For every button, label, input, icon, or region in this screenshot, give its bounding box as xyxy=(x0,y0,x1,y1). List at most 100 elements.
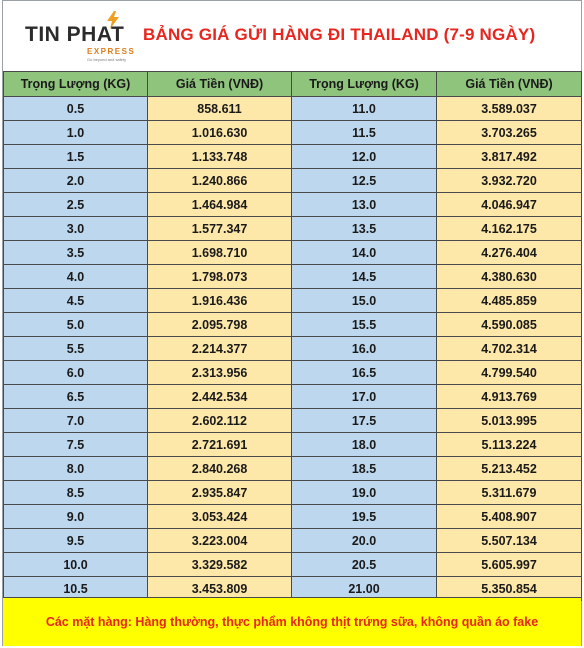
weight-cell: 19.5 xyxy=(291,504,437,529)
weight-cell: 5.0 xyxy=(3,312,148,337)
weight-cell: 16.0 xyxy=(291,336,437,361)
weight-cell: 17.0 xyxy=(291,384,437,409)
table-row: 9.0 3.053.424 19.5 5.408.907 xyxy=(3,504,582,529)
price-cell: 4.162.175 xyxy=(436,216,582,241)
table-row: 5.5 2.214.377 16.0 4.702.314 xyxy=(3,336,582,361)
weight-cell: 8.5 xyxy=(3,480,148,505)
weight-cell: 18.0 xyxy=(291,432,437,457)
table-row: 7.0 2.602.112 17.5 5.013.995 xyxy=(3,408,582,433)
table-row: 3.5 1.698.710 14.0 4.276.404 xyxy=(3,240,582,265)
table-row: 1.0 1.016.630 11.5 3.703.265 xyxy=(3,120,582,145)
price-cell: 5.605.997 xyxy=(436,552,582,577)
price-cell: 858.611 xyxy=(147,96,292,121)
price-cell: 4.702.314 xyxy=(436,336,582,361)
price-cell: 4.590.085 xyxy=(436,312,582,337)
price-cell: 3.223.004 xyxy=(147,528,292,553)
table-row: 4.0 1.798.073 14.5 4.380.630 xyxy=(3,264,582,289)
weight-cell: 20.5 xyxy=(291,552,437,577)
weight-cell: 15.5 xyxy=(291,312,437,337)
weight-cell: 0.5 xyxy=(3,96,148,121)
price-cell: 3.817.492 xyxy=(436,144,582,169)
weight-cell: 4.5 xyxy=(3,288,148,313)
weight-cell: 11.5 xyxy=(291,120,437,145)
logo: TIN PHAT EXPRESS Go beyond and safety xyxy=(25,11,135,63)
table-row: 6.0 2.313.956 16.5 4.799.540 xyxy=(3,360,582,385)
weight-cell: 10.5 xyxy=(3,576,148,601)
price-cell: 3.453.809 xyxy=(147,576,292,601)
weight-cell: 18.5 xyxy=(291,456,437,481)
column-header-weight-1: Trọng Lượng (KG) xyxy=(3,71,148,97)
price-cell: 2.095.798 xyxy=(147,312,292,337)
weight-cell: 13.5 xyxy=(291,216,437,241)
weight-cell: 19.0 xyxy=(291,480,437,505)
weight-cell: 9.5 xyxy=(3,528,148,553)
weight-cell: 11.0 xyxy=(291,96,437,121)
weight-cell: 9.0 xyxy=(3,504,148,529)
column-header-price-1: Giá Tiền (VNĐ) xyxy=(147,71,292,97)
table-row: 7.5 2.721.691 18.0 5.113.224 xyxy=(3,432,582,457)
column-header-weight-2: Trọng Lượng (KG) xyxy=(291,71,437,97)
weight-cell: 10.0 xyxy=(3,552,148,577)
weight-cell: 16.5 xyxy=(291,360,437,385)
weight-cell: 8.0 xyxy=(3,456,148,481)
weight-cell: 7.5 xyxy=(3,432,148,457)
price-cell: 3.329.582 xyxy=(147,552,292,577)
weight-cell: 12.5 xyxy=(291,168,437,193)
table-row: 2.0 1.240.866 12.5 3.932.720 xyxy=(3,168,582,193)
price-cell: 5.507.134 xyxy=(436,528,582,553)
price-cell: 2.214.377 xyxy=(147,336,292,361)
table-row: 4.5 1.916.436 15.0 4.485.859 xyxy=(3,288,582,313)
weight-cell: 14.0 xyxy=(291,240,437,265)
price-cell: 3.932.720 xyxy=(436,168,582,193)
weight-cell: 2.0 xyxy=(3,168,148,193)
logo-main-text: TIN PHAT xyxy=(25,23,125,46)
price-cell: 5.350.854 xyxy=(436,576,582,601)
price-table: Trọng Lượng (KG) Giá Tiền (VNĐ) Trọng Lư… xyxy=(3,71,582,601)
price-cell: 5.013.995 xyxy=(436,408,582,433)
column-header-price-2: Giá Tiền (VNĐ) xyxy=(436,71,582,97)
price-cell: 2.313.956 xyxy=(147,360,292,385)
weight-cell: 7.0 xyxy=(3,408,148,433)
price-cell: 5.311.679 xyxy=(436,480,582,505)
price-cell: 4.046.947 xyxy=(436,192,582,217)
table-row: 3.0 1.577.347 13.5 4.162.175 xyxy=(3,216,582,241)
weight-cell: 13.0 xyxy=(291,192,437,217)
table-row: 8.0 2.840.268 18.5 5.213.452 xyxy=(3,456,582,481)
price-cell: 1.133.748 xyxy=(147,144,292,169)
price-cell: 5.408.907 xyxy=(436,504,582,529)
table-row: 6.5 2.442.534 17.0 4.913.769 xyxy=(3,384,582,409)
price-cell: 1.916.436 xyxy=(147,288,292,313)
table-row: 10.0 3.329.582 20.5 5.605.997 xyxy=(3,552,582,577)
header: TIN PHAT EXPRESS Go beyond and safety BẢ… xyxy=(3,1,581,71)
weight-cell: 1.5 xyxy=(3,144,148,169)
price-cell: 2.442.534 xyxy=(147,384,292,409)
logo-sub-text: EXPRESS xyxy=(87,47,136,56)
price-cell: 3.053.424 xyxy=(147,504,292,529)
logo-tagline: Go beyond and safety xyxy=(87,57,127,62)
table-header-row: Trọng Lượng (KG) Giá Tiền (VNĐ) Trọng Lư… xyxy=(3,71,582,97)
weight-cell: 6.0 xyxy=(3,360,148,385)
footer-note-text: Các mặt hàng: Hàng thường, thực phẩm khô… xyxy=(45,615,539,629)
weight-cell: 3.5 xyxy=(3,240,148,265)
table-row: 0.5 858.611 11.0 3.589.037 xyxy=(3,96,582,121)
price-cell: 1.798.073 xyxy=(147,264,292,289)
weight-cell: 14.5 xyxy=(291,264,437,289)
price-cell: 2.721.691 xyxy=(147,432,292,457)
price-cell: 1.577.347 xyxy=(147,216,292,241)
price-cell: 4.913.769 xyxy=(436,384,582,409)
price-cell: 3.589.037 xyxy=(436,96,582,121)
weight-cell: 1.0 xyxy=(3,120,148,145)
price-cell: 5.113.224 xyxy=(436,432,582,457)
price-cell: 4.799.540 xyxy=(436,360,582,385)
price-cell: 2.840.268 xyxy=(147,456,292,481)
price-cell: 5.213.452 xyxy=(436,456,582,481)
weight-cell: 12.0 xyxy=(291,144,437,169)
weight-cell: 2.5 xyxy=(3,192,148,217)
price-cell: 1.240.866 xyxy=(147,168,292,193)
weight-cell: 4.0 xyxy=(3,264,148,289)
price-cell: 4.276.404 xyxy=(436,240,582,265)
weight-cell: 3.0 xyxy=(3,216,148,241)
table-row: 10.5 3.453.809 21.00 5.350.854 xyxy=(3,576,582,601)
price-cell: 2.935.847 xyxy=(147,480,292,505)
